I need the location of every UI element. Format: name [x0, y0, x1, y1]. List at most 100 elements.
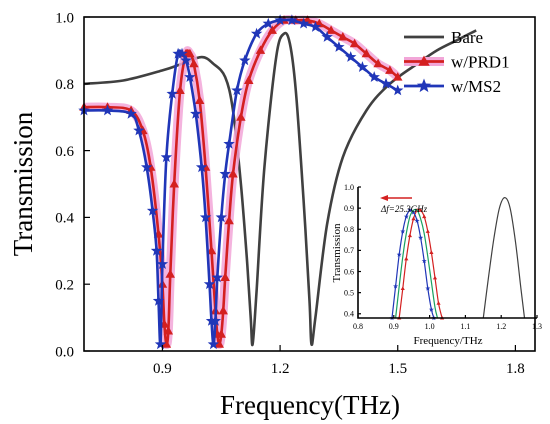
- main-point-w-prd1: [224, 215, 234, 225]
- main-point-w-ms2: [101, 104, 114, 116]
- main-point-w-ms2: [219, 168, 231, 179]
- main-point-w-prd1: [165, 269, 175, 278]
- main-point-w-prd1: [236, 112, 246, 121]
- main-point-w-prd1: [206, 245, 217, 255]
- main-point-w-prd1: [385, 65, 395, 74]
- main-y-tick-label: 0.0: [55, 344, 74, 360]
- main-point-w-ms2: [184, 71, 196, 82]
- main-point-w-ms2: [333, 41, 345, 52]
- main-tick-group: 0.9 1.2 1.5 1.8 0.0 0.2 0.4 0.6 0.8 1.0: [55, 10, 525, 377]
- inset-x-tick-label: 1.1: [460, 322, 470, 331]
- legend-item-bare: Bare: [404, 28, 483, 47]
- inset-point-w-prd1: [404, 256, 409, 261]
- main-y-tick-label: 0.6: [55, 144, 74, 160]
- main-point-w-prd1: [220, 272, 230, 281]
- main-series-w-ms2: [78, 14, 404, 350]
- main-point-w-prd1: [393, 72, 403, 81]
- main-point-w-ms2: [154, 338, 167, 350]
- main-point-w-ms2: [223, 137, 235, 149]
- main-point-w-prd1: [169, 179, 179, 188]
- main-point-w-ms2: [190, 107, 202, 119]
- main-y-tick-label: 0.8: [55, 77, 74, 93]
- inset-series-w-prd1-line: [398, 208, 443, 319]
- main-point-w-prd1: [228, 169, 238, 178]
- inset-y-tick-label: 0.4: [344, 310, 354, 319]
- inset-point-w-ms2: [411, 209, 416, 215]
- inset-point-w-ms2: [418, 235, 424, 240]
- inset-series-w-ms2-line: [391, 209, 435, 319]
- main-y-tick-label: 0.2: [55, 277, 74, 293]
- inset-y-tick-label: 0.8: [344, 225, 354, 234]
- inset-y-tick-label: 0.6: [344, 267, 354, 276]
- main-point-w-prd1: [338, 32, 348, 41]
- inset-point-w-prd1: [411, 216, 416, 221]
- main-point-w-prd1: [189, 58, 199, 68]
- main-point-w-ms2: [176, 47, 188, 59]
- main-point-w-prd1: [218, 305, 228, 315]
- main-point-w-ms2: [215, 211, 227, 223]
- inset-x-tick-label: 0.8: [353, 322, 363, 331]
- main-point-w-prd1: [326, 25, 336, 34]
- main-point-w-prd1: [349, 38, 360, 48]
- inset-x-axis-label: Frequency/THz: [413, 335, 482, 347]
- main-x-axis-label: Frequency(THz): [220, 390, 400, 420]
- main-y-tick-label: 0.4: [55, 211, 74, 227]
- inset-series-bare-line: [482, 197, 526, 319]
- inset-series-unlabeled-line: [395, 208, 439, 319]
- main-series-w-prd1: [79, 15, 403, 350]
- inset-point-w-prd1: [429, 250, 434, 254]
- main-point-w-ms2: [250, 27, 263, 39]
- main-point-w-prd1: [161, 339, 172, 348]
- main-point-w-prd1: [255, 45, 266, 54]
- inset-y-tick-label: 0.9: [344, 204, 354, 213]
- inset-point-w-prd1: [432, 275, 438, 280]
- main-point-w-ms2: [368, 71, 380, 82]
- main-point-w-prd1: [361, 48, 372, 58]
- main-series-bare-line: [83, 29, 477, 347]
- main-point-w-ms2: [199, 211, 212, 223]
- inset-point-w-ms2: [396, 252, 402, 257]
- inset-x-tick-label: 1.0: [425, 322, 435, 331]
- main-point-w-ms2: [150, 244, 163, 256]
- main-point-w-ms2: [141, 161, 153, 173]
- main-point-w-ms2: [380, 77, 392, 89]
- inset-point-w-ms2: [414, 218, 420, 223]
- main-x-tick-label: 1.8: [506, 361, 525, 377]
- legend-swatch-marker: [418, 55, 430, 66]
- inset-point-w-prd1: [425, 229, 430, 233]
- main-point-w-ms2: [166, 87, 178, 99]
- main-y-tick-label: 1.0: [55, 10, 74, 26]
- main-point-w-prd1: [216, 329, 226, 338]
- inset-shift-arrow-head: [380, 195, 388, 201]
- main-point-w-ms2: [231, 84, 243, 96]
- main-chart: 0.9 1.2 1.5 1.8 0.0 0.2 0.4 0.6 0.8 1.0 Frequency…: [8, 10, 536, 420]
- main-point-w-ms2: [286, 14, 298, 26]
- inset-chart: 0.8 0.9 1.0 1.1 1.2 1.30.40.50.60.70.80.91.0 …: [331, 183, 542, 347]
- main-point-w-ms2: [321, 31, 333, 42]
- inset-y-tick-label: 1.0: [344, 183, 354, 192]
- legend-label-w-prd1: w/PRD1: [451, 53, 510, 72]
- main-point-w-ms2: [156, 258, 169, 269]
- main-y-axis-label: Transmission: [8, 111, 38, 256]
- inset-point-w-ms2: [393, 283, 399, 289]
- main-point-w-ms2: [356, 61, 369, 72]
- main-plot-frame: [83, 16, 536, 352]
- inset-series-bare: [482, 197, 526, 319]
- main-point-w-ms2: [203, 278, 216, 290]
- inset-point-w-prd1: [422, 214, 427, 219]
- main-x-tick-label: 1.5: [388, 361, 407, 377]
- legend-item-w-ms2: w/MS2: [404, 77, 501, 96]
- inset-point-w-ms2: [428, 306, 434, 312]
- main-point-w-ms2: [207, 338, 220, 350]
- inset-point-w-prd1: [418, 208, 423, 212]
- main-point-w-ms2: [309, 21, 322, 32]
- inset-point-w-prd1: [407, 233, 412, 238]
- main-point-w-ms2: [392, 84, 404, 96]
- main-point-w-ms2: [239, 54, 251, 66]
- legend-label-bare: Bare: [451, 28, 483, 47]
- main-point-w-ms2: [274, 14, 286, 26]
- inset-y-axis-label: Transmission: [331, 223, 343, 282]
- inset-point-w-ms2: [421, 258, 427, 264]
- inset-tick-group: 0.8 0.9 1.0 1.1 1.2 1.3 0.4 0.5 0.6 0.7 0.8 0.9 1.0: [344, 183, 542, 331]
